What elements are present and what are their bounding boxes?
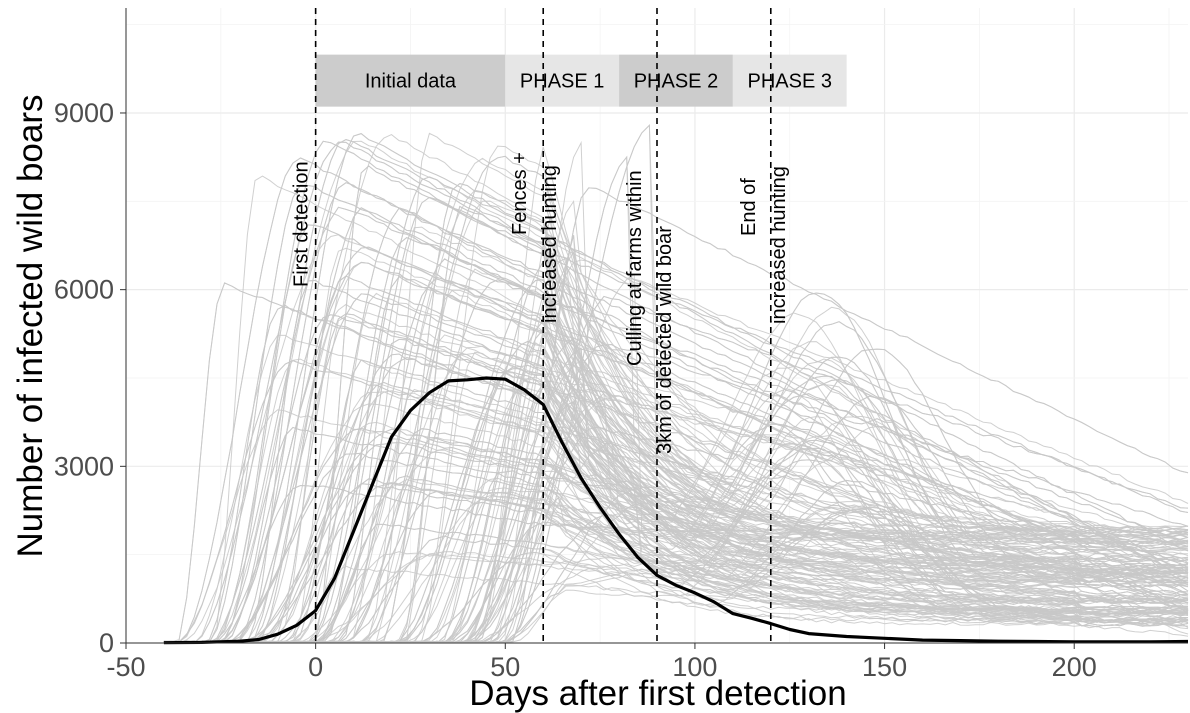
simulation-lines [163, 124, 1189, 644]
labels: Days after first detection Number of inf… [11, 95, 847, 713]
simulation-line [163, 360, 1189, 644]
simulation-line [163, 478, 1189, 644]
x-tick-label: 0 [308, 652, 323, 682]
simulation-line [163, 165, 1189, 644]
event-annotation-v90-2: 3km of detected wild boar [654, 226, 676, 454]
x-tick-label: 50 [490, 652, 520, 682]
mean-line-group [163, 376, 1189, 645]
event-annotation-v60-2: increased hunting [539, 165, 561, 323]
y-tick-label: 9000 [54, 98, 114, 128]
simulation-line [163, 140, 1189, 644]
simulation-line [163, 196, 1189, 644]
simulation-line [163, 184, 1189, 644]
phase-label-4: PHASE 3 [748, 71, 832, 93]
x-tick-label: 200 [1052, 652, 1097, 682]
simulation-line [163, 314, 1189, 644]
simulation-line [163, 206, 1189, 644]
simulation-line [163, 304, 1189, 644]
simulation-line [163, 313, 1189, 644]
simulation-line [163, 401, 1189, 644]
event-annotation-v120-2: increased hunting [768, 166, 790, 324]
simulation-line [163, 276, 1189, 644]
mean-line [163, 376, 1189, 645]
simulation-line [163, 133, 1189, 644]
y-tick-label: 3000 [54, 451, 114, 481]
simulation-line [163, 381, 1189, 644]
phase-rect-4 [732, 54, 847, 107]
simulation-line [163, 483, 1189, 644]
simulation-line [163, 345, 1189, 644]
x-axis-title: Days after first detection [469, 674, 846, 713]
event-annotation-v90-1: Culling at farms within [624, 170, 646, 366]
y-tick-label: 6000 [54, 275, 114, 305]
simulation-line [163, 224, 1189, 644]
simulation-line [163, 390, 1189, 644]
event-annotation-v120-1: End of [738, 178, 760, 236]
vertical-event-lines: First detection Fences + increased hunting… [291, 8, 790, 643]
simulation-line [163, 403, 1189, 644]
x-tick-label: -50 [106, 652, 145, 682]
phase-rect-1 [315, 54, 506, 107]
simulation-line [163, 237, 1189, 644]
y-tick-label: 0 [99, 628, 114, 658]
simulation-line [163, 176, 1189, 644]
x-tick-label: 100 [672, 652, 717, 682]
simulation-line [163, 523, 1189, 644]
phase-rect-3 [619, 54, 733, 107]
simulation-line [163, 275, 1189, 644]
phase-rect-2 [505, 54, 620, 107]
simulation-line [163, 395, 1189, 644]
phase-label-3: PHASE 2 [634, 71, 718, 93]
simulation-line [163, 427, 1188, 644]
event-annotation-v60-1: Fences + [509, 152, 531, 235]
simulation-line [163, 551, 1189, 644]
simulation-line [163, 141, 1189, 644]
simulation-line [163, 282, 1189, 644]
y-axis-title: Number of infected wild boars [11, 95, 50, 558]
simulation-line [163, 134, 1189, 644]
event-annotation-v0-1: First detection [291, 161, 313, 287]
simulation-line [163, 246, 1189, 644]
phase-label-1: Initial data [365, 71, 457, 93]
phase-label-2: PHASE 1 [520, 71, 604, 93]
phase-bar: Initial data PHASE 1 PHASE 2 PHASE 3 [315, 54, 847, 107]
x-tick-label: 150 [862, 652, 907, 682]
